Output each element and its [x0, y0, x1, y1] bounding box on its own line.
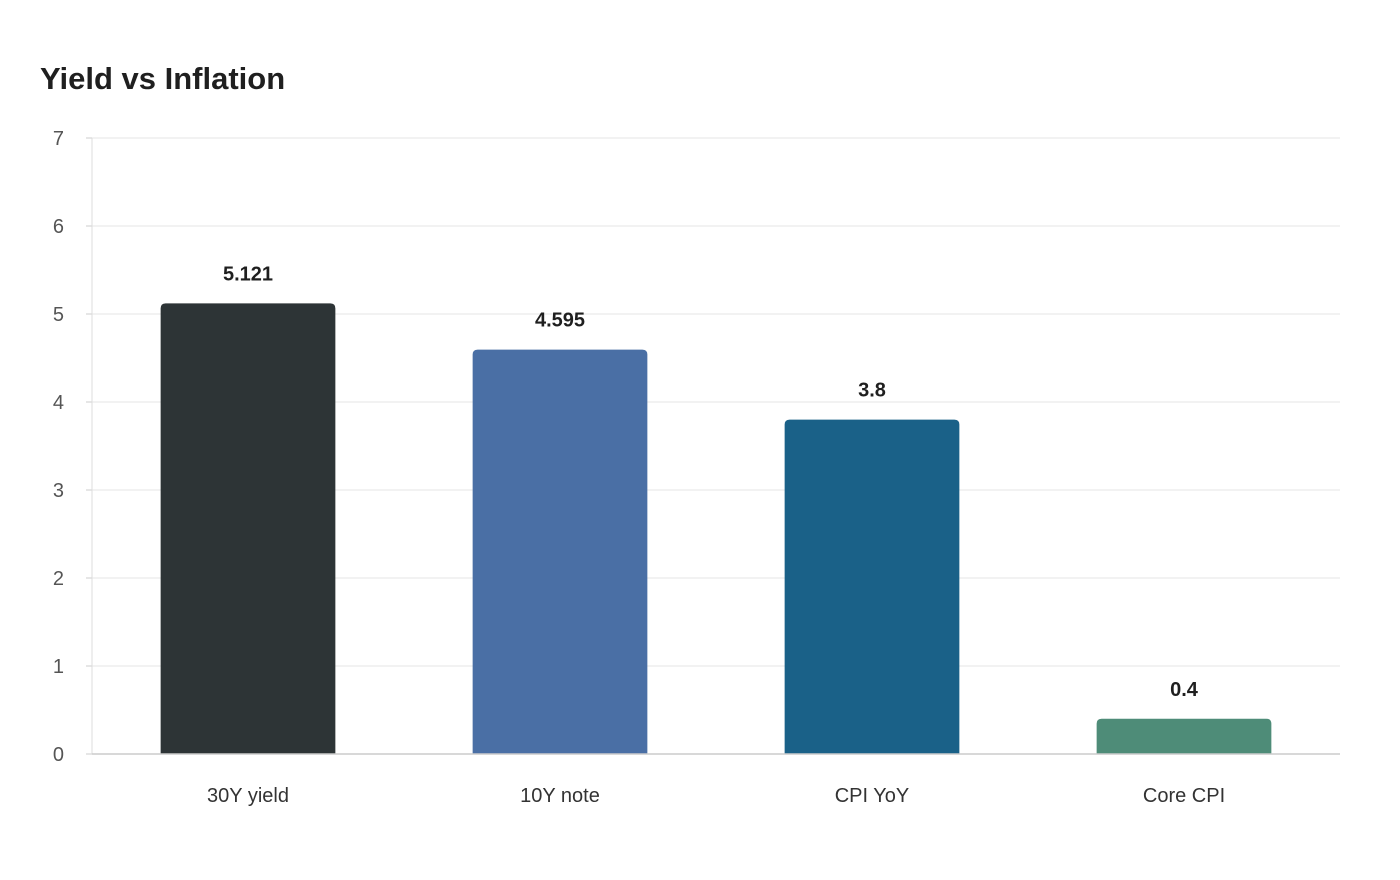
data-label: 5.121	[223, 263, 273, 285]
y-tick-label: 3	[53, 480, 64, 502]
data-label: 3.8	[858, 380, 886, 402]
y-tick-label: 6	[53, 216, 64, 238]
axes: 0 1 2 3 4 5 6 7	[53, 128, 93, 766]
y-tick-label: 5	[53, 304, 64, 326]
chart-title: Yield vs Inflation	[40, 61, 286, 96]
x-category-label: Core CPI	[1143, 785, 1225, 807]
labels: 5.121 30Y yield 4.595 10Y note 3.8 CPI YoY 0.4…	[92, 263, 1340, 807]
bar-core-cpi[interactable]	[1096, 718, 1272, 754]
data-label: 4.595	[535, 310, 585, 332]
x-category-label: 30Y yield	[207, 785, 289, 807]
x-category-label: CPI YoY	[835, 785, 910, 807]
y-tick-label: 0	[53, 744, 64, 766]
bars	[160, 303, 1272, 754]
y-tick-label: 2	[53, 568, 64, 590]
y-tick-label: 7	[53, 128, 64, 150]
y-tick-label: 4	[53, 392, 64, 414]
bar-cpi-yoy[interactable]	[784, 419, 960, 754]
data-label: 0.4	[1170, 679, 1199, 701]
y-tick-label: 1	[53, 656, 64, 678]
x-category-label: 10Y note	[520, 785, 600, 807]
bar-10y-note[interactable]	[472, 349, 648, 754]
bar-30y-yield[interactable]	[160, 303, 336, 754]
